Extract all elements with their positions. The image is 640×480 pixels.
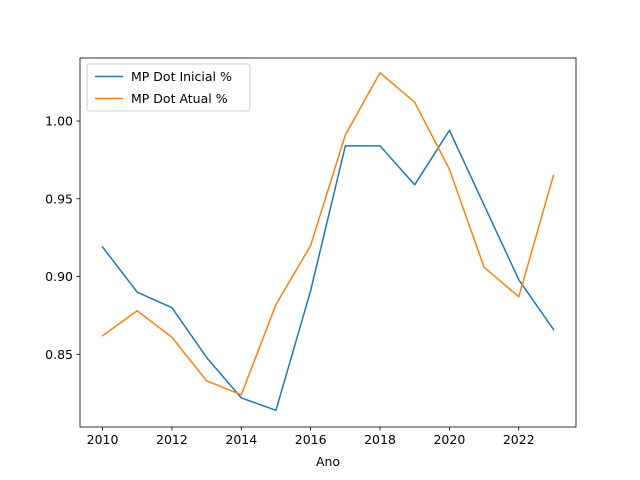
y-tick-label: 1.00 [45,114,73,129]
y-tick-label: 0.85 [45,347,73,362]
legend: MP Dot Inicial % MP Dot Atual % [86,63,251,112]
legend-box [86,63,251,112]
series-line-2 [101,72,555,396]
x-tick-label: 2022 [503,432,535,447]
series-line-1 [101,129,555,412]
legend-label-1: MP Dot Inicial % [131,69,232,84]
y-tick-label: 0.95 [45,191,73,206]
x-tick-label: 2020 [433,432,465,447]
plot-frame [79,57,577,428]
legend-label-2: MP Dot Atual % [131,91,228,106]
x-tick-label: 2018 [364,432,396,447]
x-tick-label: 2016 [295,432,327,447]
x-tick-label: 2012 [156,432,188,447]
x-tick-label: 2014 [225,432,257,447]
x-axis-label: Ano [316,454,340,469]
x-tick-label: 2010 [87,432,119,447]
y-tick-label: 0.90 [45,269,73,284]
